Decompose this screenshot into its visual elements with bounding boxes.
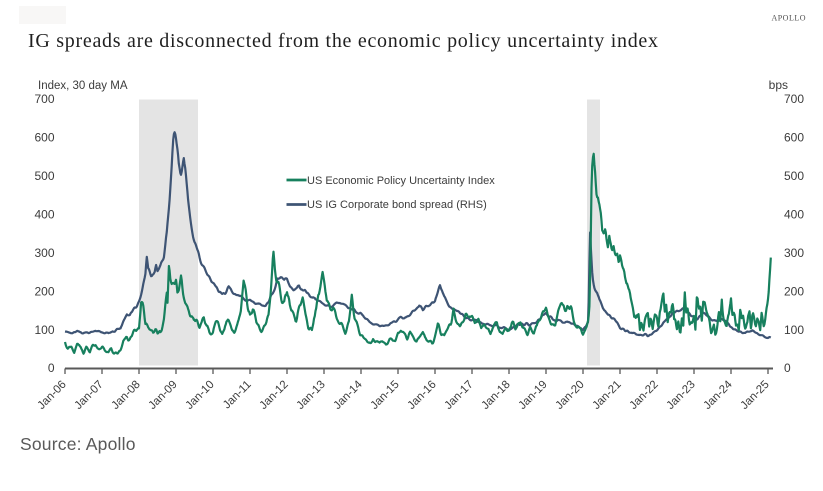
svg-text:700: 700 [34,92,54,106]
svg-text:APOLLO: APOLLO [771,14,806,23]
svg-text:700: 700 [784,92,804,106]
svg-text:0: 0 [48,361,55,375]
svg-text:200: 200 [34,284,54,298]
svg-text:US IG Corporate bond spread (R: US IG Corporate bond spread (RHS) [307,199,487,211]
svg-text:400: 400 [34,208,54,222]
svg-text:400: 400 [784,208,804,222]
svg-text:0: 0 [784,361,791,375]
svg-text:IG spreads are disconnected fr: IG spreads are disconnected from the eco… [28,30,659,52]
svg-text:600: 600 [34,131,54,145]
svg-text:600: 600 [784,131,804,145]
svg-text:bps: bps [769,78,788,92]
svg-text:100: 100 [784,323,804,337]
svg-text:300: 300 [34,246,54,260]
svg-text:100: 100 [34,323,54,337]
svg-text:500: 500 [34,169,54,183]
svg-text:200: 200 [784,284,804,298]
svg-text:Source: Apollo: Source: Apollo [20,434,136,454]
svg-text:Index, 30 day MA: Index, 30 day MA [38,80,128,92]
svg-text:US Economic Policy Uncertainty: US Economic Policy Uncertainty Index [307,175,495,187]
svg-text:300: 300 [784,246,804,260]
svg-text:500: 500 [784,169,804,183]
